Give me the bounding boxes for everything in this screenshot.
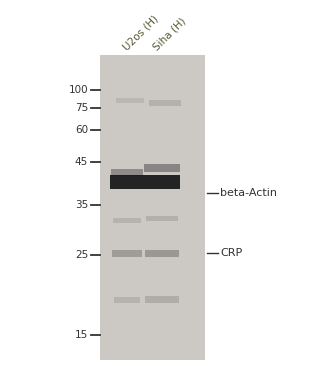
- Bar: [144, 164, 180, 172]
- Text: 75: 75: [75, 103, 88, 113]
- Bar: [146, 216, 178, 220]
- Bar: [149, 100, 181, 106]
- Bar: [110, 175, 144, 189]
- Text: 25: 25: [75, 250, 88, 260]
- Text: U2os (H): U2os (H): [121, 13, 160, 52]
- Text: Siha (H): Siha (H): [151, 16, 188, 52]
- Text: beta-Actin: beta-Actin: [220, 188, 277, 198]
- Bar: [111, 168, 143, 176]
- Text: CRP: CRP: [220, 248, 242, 258]
- Text: 60: 60: [75, 125, 88, 135]
- Bar: [145, 296, 179, 303]
- Bar: [116, 98, 144, 103]
- Bar: [112, 250, 142, 257]
- Bar: [113, 218, 141, 223]
- Text: 45: 45: [75, 157, 88, 167]
- Bar: [145, 250, 179, 257]
- Text: 15: 15: [75, 330, 88, 340]
- Bar: [100, 55, 205, 360]
- Bar: [144, 175, 180, 189]
- Bar: [114, 297, 140, 303]
- Text: 35: 35: [75, 200, 88, 210]
- Text: 100: 100: [68, 85, 88, 95]
